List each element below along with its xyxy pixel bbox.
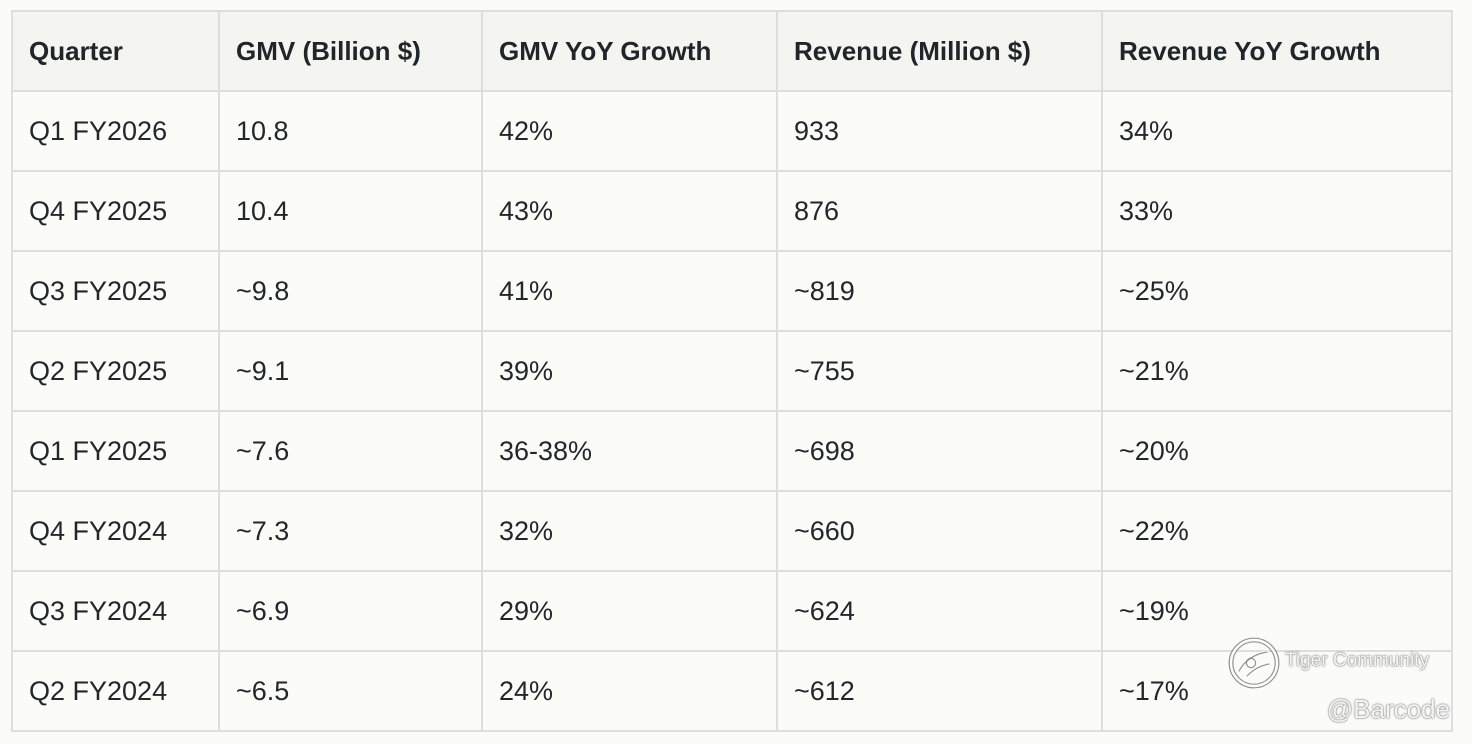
- table-row: Q3 FY2025 ~9.8 41% ~819 ~25%: [11, 250, 1453, 332]
- cell-gmv: 10.8: [218, 90, 483, 172]
- cell-quarter: Q2 FY2025: [11, 330, 220, 412]
- header-gmv-yoy-growth: GMV YoY Growth: [481, 10, 778, 92]
- cell-gmv-yoy: 39%: [481, 330, 778, 412]
- table-row: Q4 FY2025 10.4 43% 876 33%: [11, 170, 1453, 252]
- cell-gmv: ~9.8: [218, 250, 483, 332]
- cell-gmv-yoy: 32%: [481, 490, 778, 572]
- cell-quarter: Q2 FY2024: [11, 650, 220, 732]
- cell-gmv: 10.4: [218, 170, 483, 252]
- header-gmv: GMV (Billion $): [218, 10, 483, 92]
- cell-revenue: ~612: [776, 650, 1103, 732]
- financial-table: Quarter GMV (Billion $) GMV YoY Growth R…: [11, 10, 1453, 732]
- cell-quarter: Q1 FY2025: [11, 410, 220, 492]
- cell-gmv-yoy: 42%: [481, 90, 778, 172]
- data-table-container: Quarter GMV (Billion $) GMV YoY Growth R…: [11, 10, 1453, 732]
- cell-quarter: Q3 FY2024: [11, 570, 220, 652]
- cell-quarter: Q4 FY2024: [11, 490, 220, 572]
- cell-gmv-yoy: 29%: [481, 570, 778, 652]
- cell-revenue-yoy: ~19%: [1101, 570, 1453, 652]
- cell-revenue: ~660: [776, 490, 1103, 572]
- cell-gmv: ~6.5: [218, 650, 483, 732]
- cell-gmv-yoy: 43%: [481, 170, 778, 252]
- cell-revenue: ~698: [776, 410, 1103, 492]
- table-header-row: Quarter GMV (Billion $) GMV YoY Growth R…: [11, 10, 1453, 92]
- cell-revenue-yoy: ~17%: [1101, 650, 1453, 732]
- cell-revenue-yoy: ~20%: [1101, 410, 1453, 492]
- cell-revenue: 876: [776, 170, 1103, 252]
- cell-gmv-yoy: 24%: [481, 650, 778, 732]
- cell-revenue-yoy: 33%: [1101, 170, 1453, 252]
- cell-revenue: ~819: [776, 250, 1103, 332]
- cell-quarter: Q3 FY2025: [11, 250, 220, 332]
- cell-gmv-yoy: 36-38%: [481, 410, 778, 492]
- cell-quarter: Q4 FY2025: [11, 170, 220, 252]
- table-row: Q2 FY2025 ~9.1 39% ~755 ~21%: [11, 330, 1453, 412]
- cell-gmv: ~6.9: [218, 570, 483, 652]
- header-revenue-yoy-growth: Revenue YoY Growth: [1101, 10, 1453, 92]
- cell-revenue: 933: [776, 90, 1103, 172]
- cell-revenue-yoy: ~22%: [1101, 490, 1453, 572]
- table-row: Q2 FY2024 ~6.5 24% ~612 ~17%: [11, 650, 1453, 732]
- cell-gmv-yoy: 41%: [481, 250, 778, 332]
- cell-revenue: ~755: [776, 330, 1103, 412]
- cell-quarter: Q1 FY2026: [11, 90, 220, 172]
- cell-gmv: ~9.1: [218, 330, 483, 412]
- header-revenue: Revenue (Million $): [776, 10, 1103, 92]
- cell-gmv: ~7.3: [218, 490, 483, 572]
- cell-revenue-yoy: ~25%: [1101, 250, 1453, 332]
- table-row: Q1 FY2025 ~7.6 36-38% ~698 ~20%: [11, 410, 1453, 492]
- cell-revenue: ~624: [776, 570, 1103, 652]
- table-row: Q1 FY2026 10.8 42% 933 34%: [11, 90, 1453, 172]
- table-row: Q4 FY2024 ~7.3 32% ~660 ~22%: [11, 490, 1453, 572]
- cell-gmv: ~7.6: [218, 410, 483, 492]
- table-row: Q3 FY2024 ~6.9 29% ~624 ~19%: [11, 570, 1453, 652]
- cell-revenue-yoy: ~21%: [1101, 330, 1453, 412]
- cell-revenue-yoy: 34%: [1101, 90, 1453, 172]
- header-quarter: Quarter: [11, 10, 220, 92]
